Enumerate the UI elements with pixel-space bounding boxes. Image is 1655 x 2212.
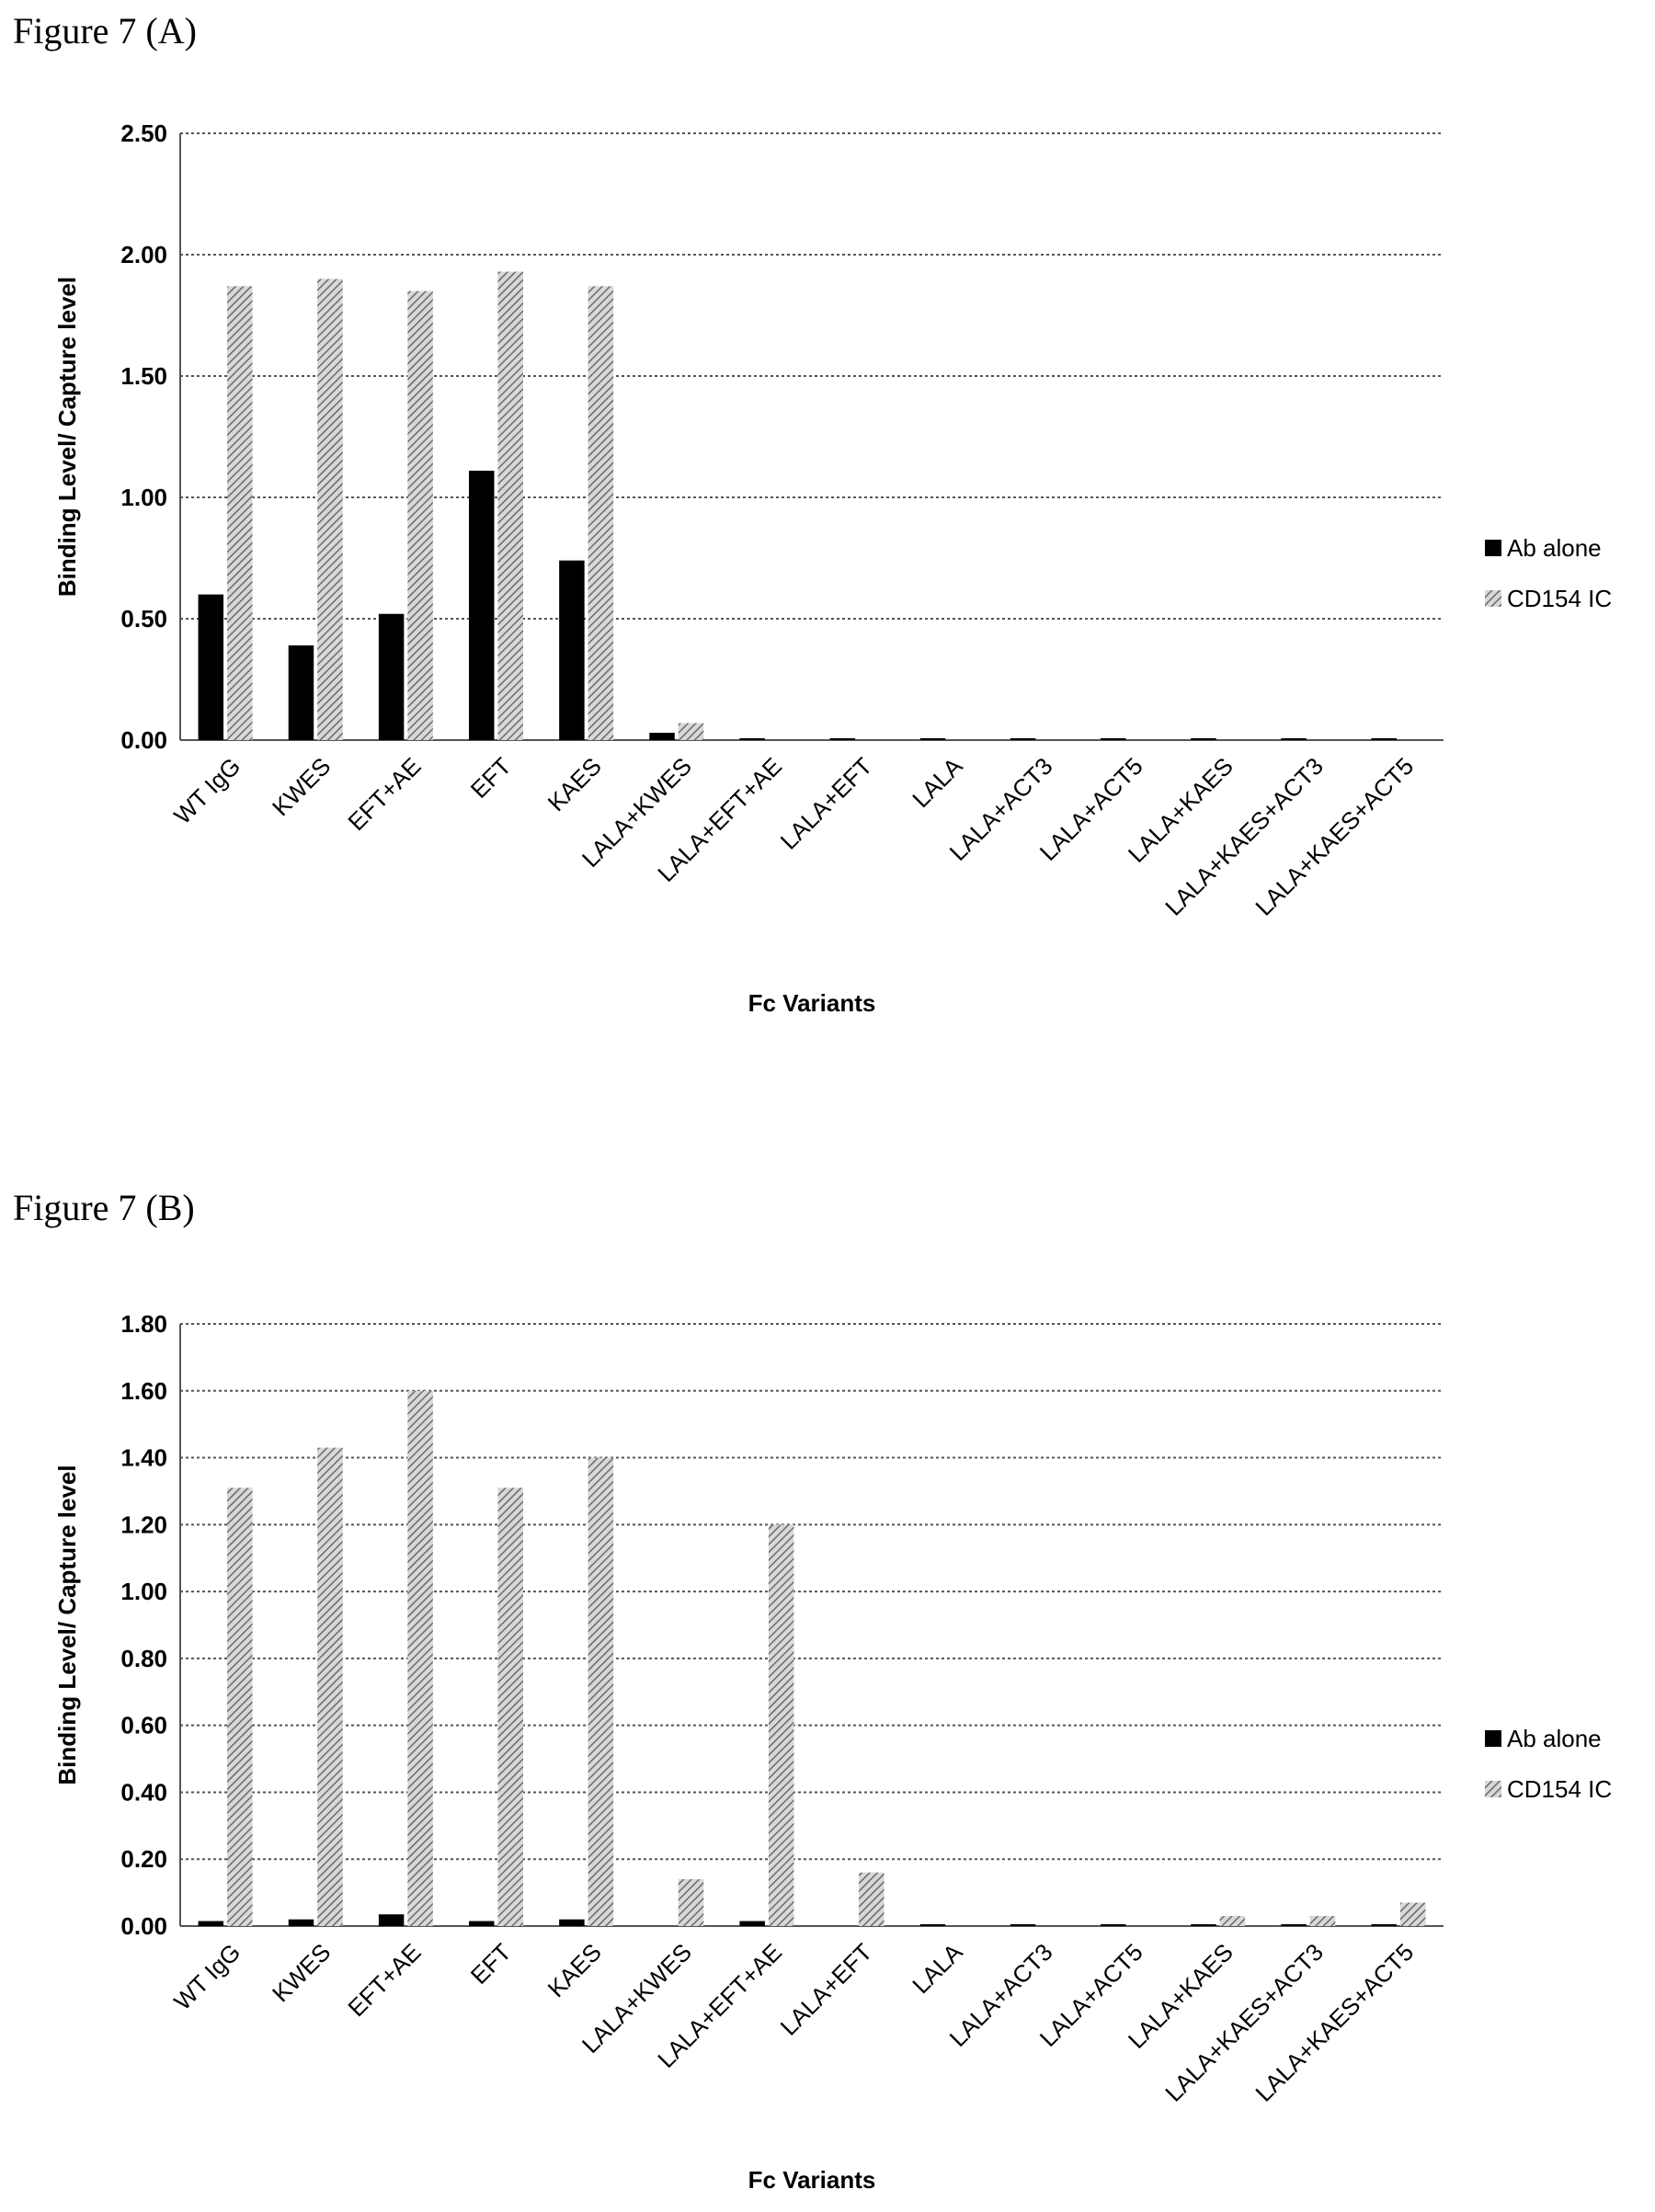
bar-cd154-ic xyxy=(678,1879,704,1926)
x-tick-label: LALA+EFT xyxy=(775,1938,878,2041)
y-tick-label: 1.80 xyxy=(120,1310,167,1338)
bar-cd154-ic xyxy=(317,1447,343,1926)
bar-ab-alone xyxy=(1371,738,1397,740)
y-axis-title: Binding Level/ Capture level xyxy=(53,277,81,597)
x-tick-label: LALA+KAES+ACT3 xyxy=(1159,752,1329,921)
x-tick-label: KAES xyxy=(542,1938,607,2002)
y-tick-label: 1.60 xyxy=(120,1377,167,1405)
y-tick-label: 1.00 xyxy=(120,1578,167,1605)
y-tick-label: 0.60 xyxy=(120,1712,167,1739)
bar-ab-alone xyxy=(829,738,856,740)
y-tick-label: 1.00 xyxy=(120,484,167,511)
x-tick-label: LALA xyxy=(907,1938,968,2000)
bar-ab-alone xyxy=(198,594,224,740)
bar-cd154-ic xyxy=(1309,1916,1336,1926)
x-tick-label: KWES xyxy=(267,752,336,821)
bar-ab-alone xyxy=(739,1921,765,1926)
bar-ab-alone xyxy=(378,1914,405,1926)
bar-ab-alone xyxy=(919,1924,946,1926)
bar-ab-alone xyxy=(1101,1924,1126,1926)
bar-ab-alone xyxy=(1281,1924,1307,1926)
x-tick-label: EFT xyxy=(465,752,517,804)
y-tick-label: 1.20 xyxy=(120,1511,167,1538)
x-tick-label: WT IgG xyxy=(168,752,245,829)
y-tick-label: 0.50 xyxy=(120,605,167,633)
bar-cd154-ic xyxy=(768,1524,794,1926)
y-tick-label: 2.50 xyxy=(120,120,167,147)
figure-7b-title: Figure 7 (B) xyxy=(13,1187,195,1228)
y-tick-label: 1.50 xyxy=(120,362,167,390)
bar-ab-alone xyxy=(1191,738,1216,740)
bar-ab-alone xyxy=(288,645,314,740)
x-tick-label: EFT+AE xyxy=(342,752,426,836)
y-tick-label: 0.80 xyxy=(120,1645,167,1672)
bar-cd154-ic xyxy=(859,1872,885,1926)
x-tick-label: WT IgG xyxy=(168,1938,245,2015)
x-tick-label: LALA+KAES+ACT5 xyxy=(1250,1938,1419,2107)
bar-cd154-ic xyxy=(1219,1916,1246,1926)
bar-cd154-ic xyxy=(497,1488,523,1926)
bar-ab-alone xyxy=(1191,1924,1216,1926)
y-tick-label: 0.20 xyxy=(120,1845,167,1873)
x-tick-label: EFT xyxy=(465,1938,517,1990)
chart-7a: 0.00 0.50 1.00 1.50 2.00 2.50 WT IgG KWES EFT+AE… xyxy=(53,120,1612,1017)
bar-ab-alone xyxy=(1371,1924,1397,1926)
legend-swatch xyxy=(1485,1730,1501,1747)
bar-cd154-ic xyxy=(317,279,343,740)
legend-swatch xyxy=(1485,540,1501,556)
bar-ab-alone xyxy=(1010,1924,1036,1926)
bar-ab-alone xyxy=(739,738,765,740)
bar-cd154-ic xyxy=(407,291,433,740)
bar-ab-alone xyxy=(649,733,675,740)
x-axis-title: Fc Variants xyxy=(748,2166,876,2194)
bar-ab-alone xyxy=(378,613,405,740)
x-tick-label: LALA xyxy=(907,752,968,814)
bar-ab-alone xyxy=(469,470,495,740)
bar-cd154-ic xyxy=(227,1488,253,1926)
bar-ab-alone xyxy=(469,1921,495,1926)
chart-7b: 0.00 0.20 0.40 0.60 0.80 1.00 1.20 1.40 1.60 1.80… xyxy=(53,1310,1612,2194)
bar-ab-alone xyxy=(1010,738,1036,740)
legend-label: CD154 IC xyxy=(1507,1775,1612,1803)
bar-cd154-ic xyxy=(497,271,523,740)
bar-cd154-ic xyxy=(588,1457,614,1926)
bar-cd154-ic xyxy=(407,1390,433,1926)
bar-ab-alone xyxy=(919,738,946,740)
bar-cd154-ic xyxy=(678,723,704,740)
x-tick-label: KWES xyxy=(267,1938,336,2007)
bar-ab-alone xyxy=(198,1921,224,1926)
x-tick-label: LALA+EFT xyxy=(775,752,878,855)
bar-ab-alone xyxy=(559,1919,585,1926)
y-tick-label: 0.40 xyxy=(120,1778,167,1806)
y-tick-label: 0.00 xyxy=(120,1912,167,1940)
bar-ab-alone xyxy=(1281,738,1307,740)
bar-cd154-ic xyxy=(1399,1902,1426,1926)
y-axis-title: Binding Level/ Capture level xyxy=(53,1465,81,1784)
legend-label: Ab alone xyxy=(1507,1725,1602,1752)
x-tick-label: LALA+KAES+ACT5 xyxy=(1250,752,1419,921)
bar-ab-alone xyxy=(1101,738,1126,740)
y-tick-label: 0.00 xyxy=(120,726,167,754)
y-tick-label: 1.40 xyxy=(120,1444,167,1472)
y-tick-label: 2.00 xyxy=(120,241,167,268)
bar-ab-alone xyxy=(559,560,585,740)
legend-swatch xyxy=(1485,590,1501,607)
bar-ab-alone xyxy=(288,1919,314,1926)
legend-swatch xyxy=(1485,1781,1501,1797)
bar-cd154-ic xyxy=(227,286,253,740)
x-axis-title: Fc Variants xyxy=(748,989,876,1017)
x-tick-label: EFT+AE xyxy=(342,1938,426,2022)
bar-cd154-ic xyxy=(588,286,614,740)
figure-7a-title: Figure 7 (A) xyxy=(13,10,197,51)
legend-label: Ab alone xyxy=(1507,534,1602,562)
x-tick-label: LALA+KAES+ACT3 xyxy=(1159,1938,1329,2107)
x-tick-label: KAES xyxy=(542,752,607,816)
legend-label: CD154 IC xyxy=(1507,585,1612,612)
